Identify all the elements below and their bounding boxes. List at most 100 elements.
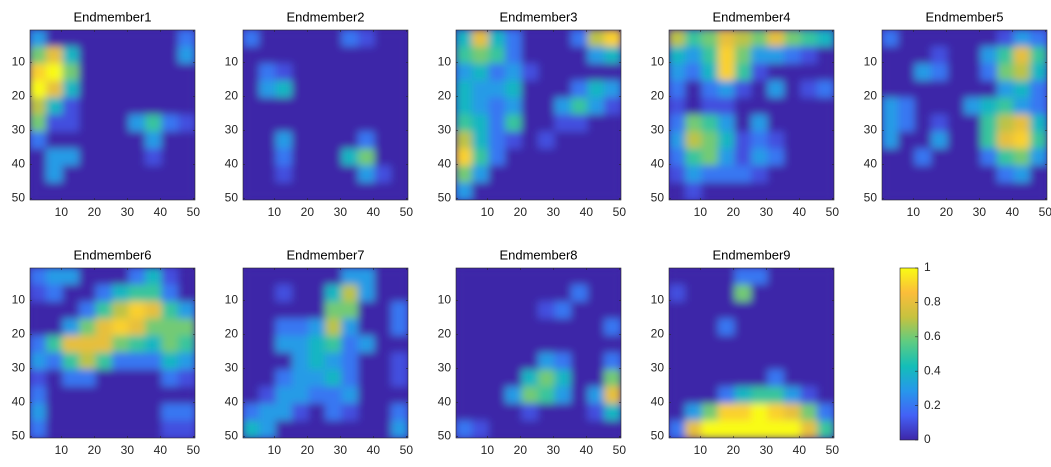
cell <box>96 81 114 99</box>
cell <box>784 81 802 99</box>
cell <box>46 64 64 82</box>
cell <box>259 302 277 320</box>
cell <box>669 421 687 439</box>
cell <box>784 387 802 405</box>
cell <box>817 132 835 150</box>
cell <box>358 47 376 65</box>
x-tick-label: 50 <box>1039 205 1051 219</box>
cell <box>456 319 474 337</box>
cell <box>30 132 48 150</box>
cell <box>768 81 786 99</box>
cell <box>604 166 622 184</box>
cell <box>129 336 147 354</box>
cell <box>30 115 48 133</box>
cell <box>931 64 949 82</box>
cell <box>309 64 327 82</box>
cell <box>162 302 180 320</box>
cell <box>768 30 786 48</box>
cell <box>456 421 474 439</box>
cell <box>129 98 147 116</box>
cell <box>489 30 507 48</box>
cell <box>718 115 736 133</box>
cell <box>342 370 360 388</box>
cell <box>538 387 556 405</box>
cell <box>375 285 393 303</box>
cell <box>243 421 261 439</box>
cell <box>505 268 523 286</box>
cell <box>718 353 736 371</box>
cell <box>948 47 966 65</box>
cell <box>555 285 573 303</box>
cell <box>768 47 786 65</box>
cell <box>685 115 703 133</box>
cell <box>391 98 409 116</box>
cell <box>685 149 703 167</box>
cell <box>129 132 147 150</box>
cell <box>817 183 835 201</box>
cell <box>129 30 147 48</box>
cell <box>571 166 589 184</box>
cell <box>522 421 540 439</box>
cell <box>882 149 900 167</box>
cell <box>718 285 736 303</box>
cell <box>898 132 916 150</box>
cell <box>145 353 163 371</box>
cell <box>915 149 933 167</box>
cell <box>751 149 769 167</box>
cell <box>604 149 622 167</box>
cell <box>538 268 556 286</box>
y-tick-label: 20 <box>438 88 452 102</box>
subplot: Endmember710203040501020304050 <box>225 247 414 457</box>
cell <box>243 47 261 65</box>
cell <box>276 421 294 439</box>
cell <box>46 98 64 116</box>
cell <box>112 64 130 82</box>
cell <box>735 132 753 150</box>
cell <box>538 81 556 99</box>
cell <box>702 183 720 201</box>
cell <box>735 81 753 99</box>
x-tick-label: 40 <box>154 443 168 457</box>
cell <box>178 81 196 99</box>
subplot-title: Endmember5 <box>925 9 1003 24</box>
cell <box>538 183 556 201</box>
cell <box>538 166 556 184</box>
cell <box>915 166 933 184</box>
cell <box>325 166 343 184</box>
x-tick-label: 50 <box>826 443 840 457</box>
cell <box>292 183 310 201</box>
cell <box>538 149 556 167</box>
cell <box>505 319 523 337</box>
cell <box>505 132 523 150</box>
cell <box>46 319 64 337</box>
cell <box>276 302 294 320</box>
y-tick-label: 30 <box>438 360 452 374</box>
cell <box>63 421 81 439</box>
cell <box>63 132 81 150</box>
cell <box>915 81 933 99</box>
cell <box>898 81 916 99</box>
cell <box>259 64 277 82</box>
cell <box>801 132 819 150</box>
cell <box>292 285 310 303</box>
cell <box>685 81 703 99</box>
cell <box>162 64 180 82</box>
cell <box>489 98 507 116</box>
cell <box>292 353 310 371</box>
cell <box>538 47 556 65</box>
cell <box>685 353 703 371</box>
cell <box>79 64 97 82</box>
cell <box>358 30 376 48</box>
cell <box>375 183 393 201</box>
cell <box>325 421 343 439</box>
cell <box>915 98 933 116</box>
cell <box>538 404 556 422</box>
cell <box>456 285 474 303</box>
cell <box>456 268 474 286</box>
y-tick-label: 40 <box>12 394 26 408</box>
cell <box>96 132 114 150</box>
cell <box>30 183 48 201</box>
cell <box>522 319 540 337</box>
cell <box>79 183 97 201</box>
y-tick-label: 40 <box>864 156 878 170</box>
